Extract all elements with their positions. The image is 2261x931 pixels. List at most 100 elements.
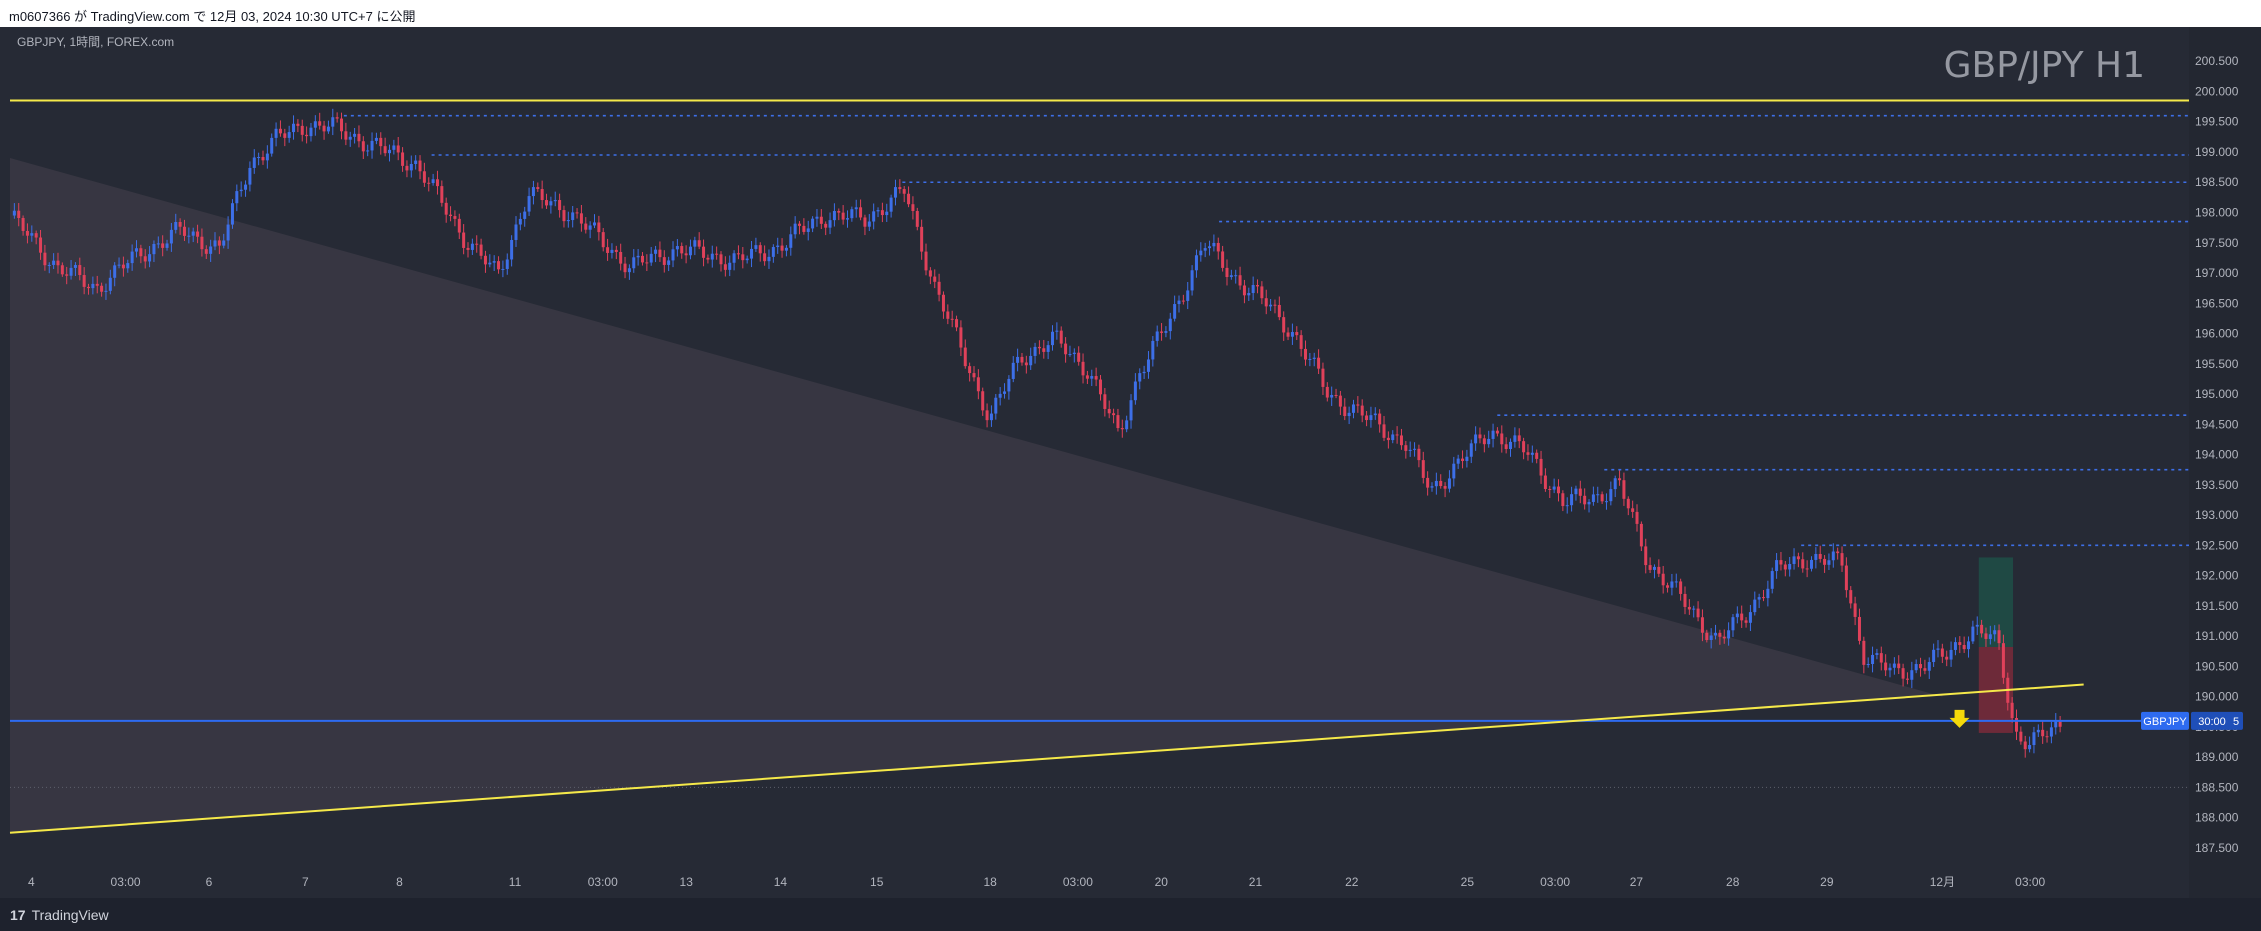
candle-down[interactable] <box>335 112 339 123</box>
candle-down[interactable] <box>440 180 444 207</box>
candle-down[interactable] <box>837 208 841 221</box>
candle-up[interactable] <box>152 240 156 263</box>
candle-up[interactable] <box>431 173 435 186</box>
candle-down[interactable] <box>715 246 719 260</box>
candle-up[interactable] <box>710 245 714 268</box>
candle-down[interactable] <box>1583 488 1587 510</box>
candle-down[interactable] <box>1461 450 1465 469</box>
candle-up[interactable] <box>47 262 51 274</box>
candle-down[interactable] <box>623 256 627 279</box>
candle-up[interactable] <box>1971 620 1975 644</box>
candle-up[interactable] <box>1373 407 1377 420</box>
candle-up[interactable] <box>104 283 108 300</box>
candle-down[interactable] <box>1426 471 1430 496</box>
candle-up[interactable] <box>1251 276 1255 301</box>
candle-up[interactable] <box>854 199 858 218</box>
candle-down[interactable] <box>976 369 980 400</box>
candle-up[interactable] <box>1190 265 1194 296</box>
candle-down[interactable] <box>405 160 409 178</box>
candle-up[interactable] <box>169 222 173 252</box>
price-chart[interactable]: 187.500188.000188.500189.000189.500190.0… <box>0 27 2261 898</box>
candle-up[interactable] <box>270 133 274 157</box>
candle-down[interactable] <box>1840 546 1844 572</box>
candle-down[interactable] <box>1295 326 1299 341</box>
candle-down[interactable] <box>340 112 344 140</box>
candle-up[interactable] <box>126 259 130 273</box>
candle-down[interactable] <box>1042 339 1046 359</box>
candle-down[interactable] <box>1661 565 1665 594</box>
candle-down[interactable] <box>1343 398 1347 421</box>
candle-up[interactable] <box>1347 406 1351 425</box>
candle-up[interactable] <box>872 203 876 230</box>
candle-up[interactable] <box>1408 441 1412 457</box>
candle-down[interactable] <box>545 193 549 209</box>
candle-up[interactable] <box>414 155 418 170</box>
candle-up[interactable] <box>134 240 138 258</box>
candle-up[interactable] <box>1133 373 1137 405</box>
candle-up[interactable] <box>1552 478 1556 494</box>
candle-up[interactable] <box>1766 580 1770 607</box>
candle-up[interactable] <box>1914 659 1918 674</box>
candle-up[interactable] <box>1565 497 1569 514</box>
candle-down[interactable] <box>2045 730 2049 743</box>
candle-up[interactable] <box>1208 240 1212 256</box>
candle-down[interactable] <box>1181 294 1185 305</box>
candle-down[interactable] <box>1578 480 1582 504</box>
candle-down[interactable] <box>1962 636 1966 653</box>
candle-down[interactable] <box>1539 450 1543 484</box>
candle-up[interactable] <box>523 206 527 227</box>
candle-down[interactable] <box>43 244 47 271</box>
candle-down[interactable] <box>1225 259 1229 286</box>
candle-down[interactable] <box>1242 279 1246 304</box>
candle-up[interactable] <box>1748 604 1752 632</box>
candle-up[interactable] <box>693 236 697 256</box>
candle-down[interactable] <box>34 230 38 245</box>
candle-down[interactable] <box>1356 396 1360 413</box>
candle-up[interactable] <box>1788 557 1792 577</box>
candle-down[interactable] <box>802 218 806 235</box>
candle-down[interactable] <box>562 205 566 228</box>
candle-up[interactable] <box>636 249 640 266</box>
candle-down[interactable] <box>2023 735 2027 758</box>
candle-down[interactable] <box>1796 552 1800 568</box>
candle-up[interactable] <box>1814 547 1818 569</box>
candle-up[interactable] <box>309 122 313 142</box>
candle-up[interactable] <box>165 239 169 251</box>
candle-down[interactable] <box>21 215 25 236</box>
candle-down[interactable] <box>1679 578 1683 601</box>
candle-up[interactable] <box>235 184 239 212</box>
candle-up[interactable] <box>1932 643 1936 667</box>
candle-down[interactable] <box>1077 346 1081 366</box>
candle-down[interactable] <box>702 239 706 267</box>
candle-up[interactable] <box>117 257 121 269</box>
candle-up[interactable] <box>1391 430 1395 444</box>
candle-up[interactable] <box>331 108 335 136</box>
candle-up[interactable] <box>69 260 73 280</box>
candle-down[interactable] <box>1945 650 1949 667</box>
candle-down[interactable] <box>453 210 457 227</box>
candle-up[interactable] <box>1775 553 1779 579</box>
candle-down[interactable] <box>1905 672 1909 685</box>
candle-up[interactable] <box>2049 721 2053 744</box>
candle-up[interactable] <box>1609 481 1613 506</box>
candle-up[interactable] <box>287 125 291 143</box>
candle-down[interactable] <box>1338 390 1342 416</box>
candle-down[interactable] <box>60 262 64 277</box>
candle-up[interactable] <box>1735 606 1739 624</box>
candle-up[interactable] <box>313 115 317 136</box>
candle-down[interactable] <box>1618 470 1622 486</box>
candle-down[interactable] <box>200 228 204 257</box>
candle-up[interactable] <box>470 238 474 255</box>
candle-up[interactable] <box>754 237 758 252</box>
candle-down[interactable] <box>383 137 387 157</box>
candle-up[interactable] <box>1613 475 1617 498</box>
candle-up[interactable] <box>1574 485 1578 501</box>
candle-down[interactable] <box>1504 437 1508 454</box>
candle-up[interactable] <box>514 216 518 247</box>
candle-up[interactable] <box>1674 573 1678 588</box>
candle-down[interactable] <box>1648 557 1652 574</box>
candle-up[interactable] <box>1570 486 1574 512</box>
candle-down[interactable] <box>1260 281 1264 305</box>
candle-up[interactable] <box>527 187 531 216</box>
candle-down[interactable] <box>645 254 649 272</box>
